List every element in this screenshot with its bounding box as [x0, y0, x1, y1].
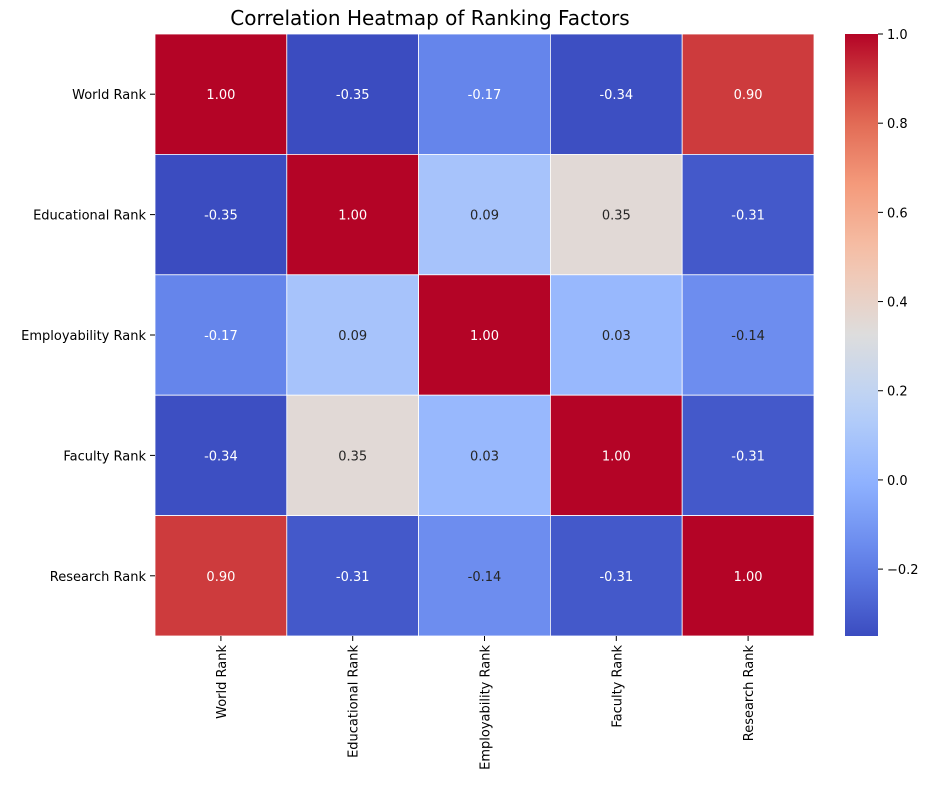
cell-value-label: 0.03 [470, 449, 499, 464]
heatmap-cell [418, 394, 551, 517]
y-tick-label: World Rank [72, 88, 146, 103]
cell-value-label: -0.31 [336, 570, 370, 585]
heatmap-cell [681, 33, 815, 155]
cell-value-label: 0.09 [470, 209, 499, 224]
heatmap-cell [418, 33, 551, 155]
colorbar-tick-label: 0.2 [887, 385, 908, 400]
colorbar [845, 34, 878, 636]
x-tick-label: Faculty Rank [610, 645, 625, 728]
heatmap-cell [550, 274, 683, 396]
cell-value-label: -0.34 [599, 88, 633, 103]
heatmap-cell [286, 515, 419, 637]
cell-value-label: 0.03 [602, 329, 631, 344]
y-tick-label: Research Rank [50, 570, 147, 585]
heatmap-cell [286, 274, 419, 396]
x-tick-label: Educational Rank [347, 645, 362, 758]
colorbar-tick-labels: 1.0 0.8 0.6 0.4 0.2 0.0 −0.2 [878, 28, 919, 578]
cell-value-label: 0.35 [338, 449, 367, 464]
cell-value-label: 0.90 [206, 570, 235, 585]
heatmap-cell [154, 153, 288, 276]
cell-value-label: 1.00 [206, 88, 235, 103]
cell-value-label: -0.14 [468, 570, 502, 585]
heatmap-cell [286, 153, 419, 276]
heatmap-cells: 1.00 -0.35 -0.17 -0.34 0.90 -0.35 1.00 0.09 0.35… [154, 33, 815, 637]
heatmap-cell [286, 33, 419, 155]
cell-value-label: -0.17 [204, 329, 238, 344]
heatmap-cell [154, 33, 288, 155]
cell-value-label: 0.09 [338, 329, 367, 344]
colorbar-gradient [845, 34, 878, 636]
y-tick-label: Faculty Rank [63, 449, 146, 464]
y-tick-label: Educational Rank [33, 209, 146, 224]
cell-value-label: -0.31 [731, 449, 765, 464]
heatmap-cell [418, 153, 551, 276]
heatmap-cell [154, 515, 288, 637]
heatmap-cell [550, 394, 683, 517]
cell-value-label: -0.31 [599, 570, 633, 585]
cell-value-label: -0.35 [204, 209, 238, 224]
x-tick-label: World Rank [215, 645, 230, 719]
heatmap-cell [418, 515, 551, 637]
x-tick-label: Research Rank [742, 645, 757, 742]
colorbar-tick-label: 0.4 [887, 296, 908, 311]
colorbar-tick-label: 1.0 [887, 28, 908, 43]
cell-value-label: -0.14 [731, 329, 765, 344]
cell-value-label: 1.00 [338, 209, 367, 224]
cell-value-label: 1.00 [734, 570, 763, 585]
chart-title: Correlation Heatmap of Ranking Factors [230, 6, 629, 30]
heatmap-cell [286, 394, 419, 517]
cell-value-label: 1.00 [470, 329, 499, 344]
cell-value-label: -0.31 [731, 209, 765, 224]
cell-value-label: -0.17 [468, 88, 502, 103]
x-tick-labels: World Rank Educational Rank Employability … [215, 636, 757, 770]
colorbar-tick-label: −0.2 [887, 563, 919, 578]
cell-value-label: -0.34 [204, 449, 238, 464]
heatmap-cell [418, 274, 551, 396]
cell-value-label: 1.00 [602, 449, 631, 464]
cell-value-label: -0.35 [336, 88, 370, 103]
heatmap-cell [681, 153, 815, 276]
colorbar-tick-label: 0.6 [887, 206, 908, 221]
cell-value-label: 0.90 [734, 88, 763, 103]
y-tick-labels: World Rank Educational Rank Employability … [21, 88, 155, 585]
heatmap-cell [681, 515, 815, 637]
heatmap-cell [550, 33, 683, 155]
cell-value-label: 0.35 [602, 209, 631, 224]
colorbar-tick-label: 0.8 [887, 117, 908, 132]
x-tick-label: Employability Rank [479, 645, 494, 770]
colorbar-tick-label: 0.0 [887, 474, 908, 489]
heatmap-cell [681, 274, 815, 396]
heatmap-cell [681, 394, 815, 517]
y-tick-label: Employability Rank [21, 329, 146, 344]
